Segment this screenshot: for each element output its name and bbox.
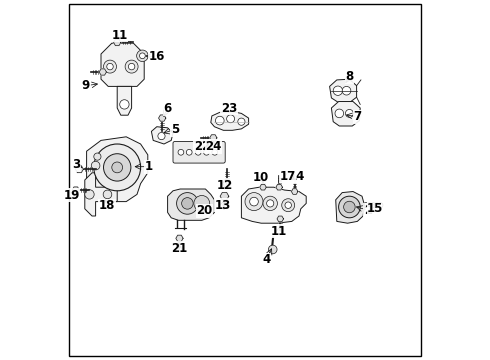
- Circle shape: [140, 53, 145, 59]
- Text: 6: 6: [163, 102, 172, 115]
- Circle shape: [345, 109, 353, 117]
- Polygon shape: [151, 127, 173, 144]
- Text: 15: 15: [367, 202, 384, 215]
- Circle shape: [120, 100, 129, 109]
- Circle shape: [333, 86, 343, 95]
- Circle shape: [342, 86, 351, 95]
- Circle shape: [285, 202, 292, 208]
- Polygon shape: [210, 135, 217, 141]
- Polygon shape: [75, 166, 83, 173]
- Polygon shape: [99, 69, 106, 75]
- Circle shape: [125, 60, 138, 73]
- Text: 16: 16: [148, 50, 165, 63]
- Text: 22: 22: [194, 140, 210, 153]
- Polygon shape: [220, 193, 229, 200]
- Polygon shape: [330, 79, 357, 103]
- Circle shape: [186, 149, 192, 155]
- FancyBboxPatch shape: [173, 141, 225, 163]
- Polygon shape: [242, 187, 306, 223]
- Text: 11: 11: [270, 225, 287, 238]
- Text: 18: 18: [98, 199, 115, 212]
- Text: 8: 8: [345, 70, 353, 83]
- Text: 19: 19: [63, 189, 80, 202]
- Text: 11: 11: [112, 29, 128, 42]
- Circle shape: [103, 154, 131, 181]
- Polygon shape: [159, 115, 166, 121]
- Polygon shape: [72, 187, 79, 193]
- Polygon shape: [277, 216, 284, 222]
- Polygon shape: [331, 102, 360, 126]
- Circle shape: [85, 190, 94, 199]
- Circle shape: [194, 195, 210, 211]
- Circle shape: [128, 63, 135, 70]
- Polygon shape: [87, 137, 148, 202]
- Circle shape: [282, 199, 294, 212]
- Text: 5: 5: [171, 123, 179, 136]
- Circle shape: [335, 109, 343, 118]
- Circle shape: [269, 245, 277, 254]
- Circle shape: [94, 144, 141, 191]
- Polygon shape: [117, 86, 132, 115]
- Text: 4: 4: [263, 253, 270, 266]
- Circle shape: [343, 201, 355, 213]
- Circle shape: [227, 115, 235, 123]
- Circle shape: [158, 132, 165, 140]
- Text: 13: 13: [214, 199, 230, 212]
- Circle shape: [103, 190, 112, 199]
- Circle shape: [107, 63, 113, 70]
- Polygon shape: [292, 189, 298, 194]
- Polygon shape: [276, 184, 282, 190]
- Text: 3: 3: [73, 158, 80, 171]
- Circle shape: [263, 196, 277, 211]
- Circle shape: [176, 193, 198, 214]
- Polygon shape: [85, 173, 117, 216]
- Circle shape: [339, 196, 360, 218]
- Text: 24: 24: [205, 140, 221, 153]
- Circle shape: [103, 60, 117, 73]
- Circle shape: [182, 198, 193, 209]
- Text: 9: 9: [82, 79, 90, 92]
- Text: 23: 23: [221, 102, 237, 114]
- Circle shape: [238, 118, 245, 125]
- Polygon shape: [211, 112, 248, 130]
- Polygon shape: [168, 189, 215, 220]
- Circle shape: [94, 153, 101, 160]
- Text: 20: 20: [196, 204, 213, 217]
- Text: 1: 1: [145, 160, 152, 173]
- Circle shape: [212, 149, 218, 155]
- Polygon shape: [222, 180, 231, 187]
- Circle shape: [91, 161, 100, 170]
- Text: 2: 2: [364, 204, 372, 217]
- Polygon shape: [114, 39, 121, 46]
- Polygon shape: [176, 235, 183, 242]
- Text: 10: 10: [253, 171, 270, 184]
- Polygon shape: [101, 43, 144, 86]
- Text: 21: 21: [172, 242, 188, 255]
- Text: 12: 12: [217, 179, 233, 192]
- Circle shape: [112, 162, 122, 173]
- Circle shape: [204, 149, 209, 155]
- Text: 14: 14: [289, 170, 305, 183]
- Text: 17: 17: [279, 170, 295, 183]
- Circle shape: [250, 197, 258, 206]
- Circle shape: [137, 50, 148, 62]
- Circle shape: [267, 200, 274, 207]
- Circle shape: [196, 149, 201, 155]
- Polygon shape: [336, 192, 365, 223]
- Text: 7: 7: [353, 110, 362, 123]
- Circle shape: [245, 193, 263, 211]
- Circle shape: [216, 116, 224, 125]
- Circle shape: [178, 149, 184, 155]
- Polygon shape: [260, 184, 266, 190]
